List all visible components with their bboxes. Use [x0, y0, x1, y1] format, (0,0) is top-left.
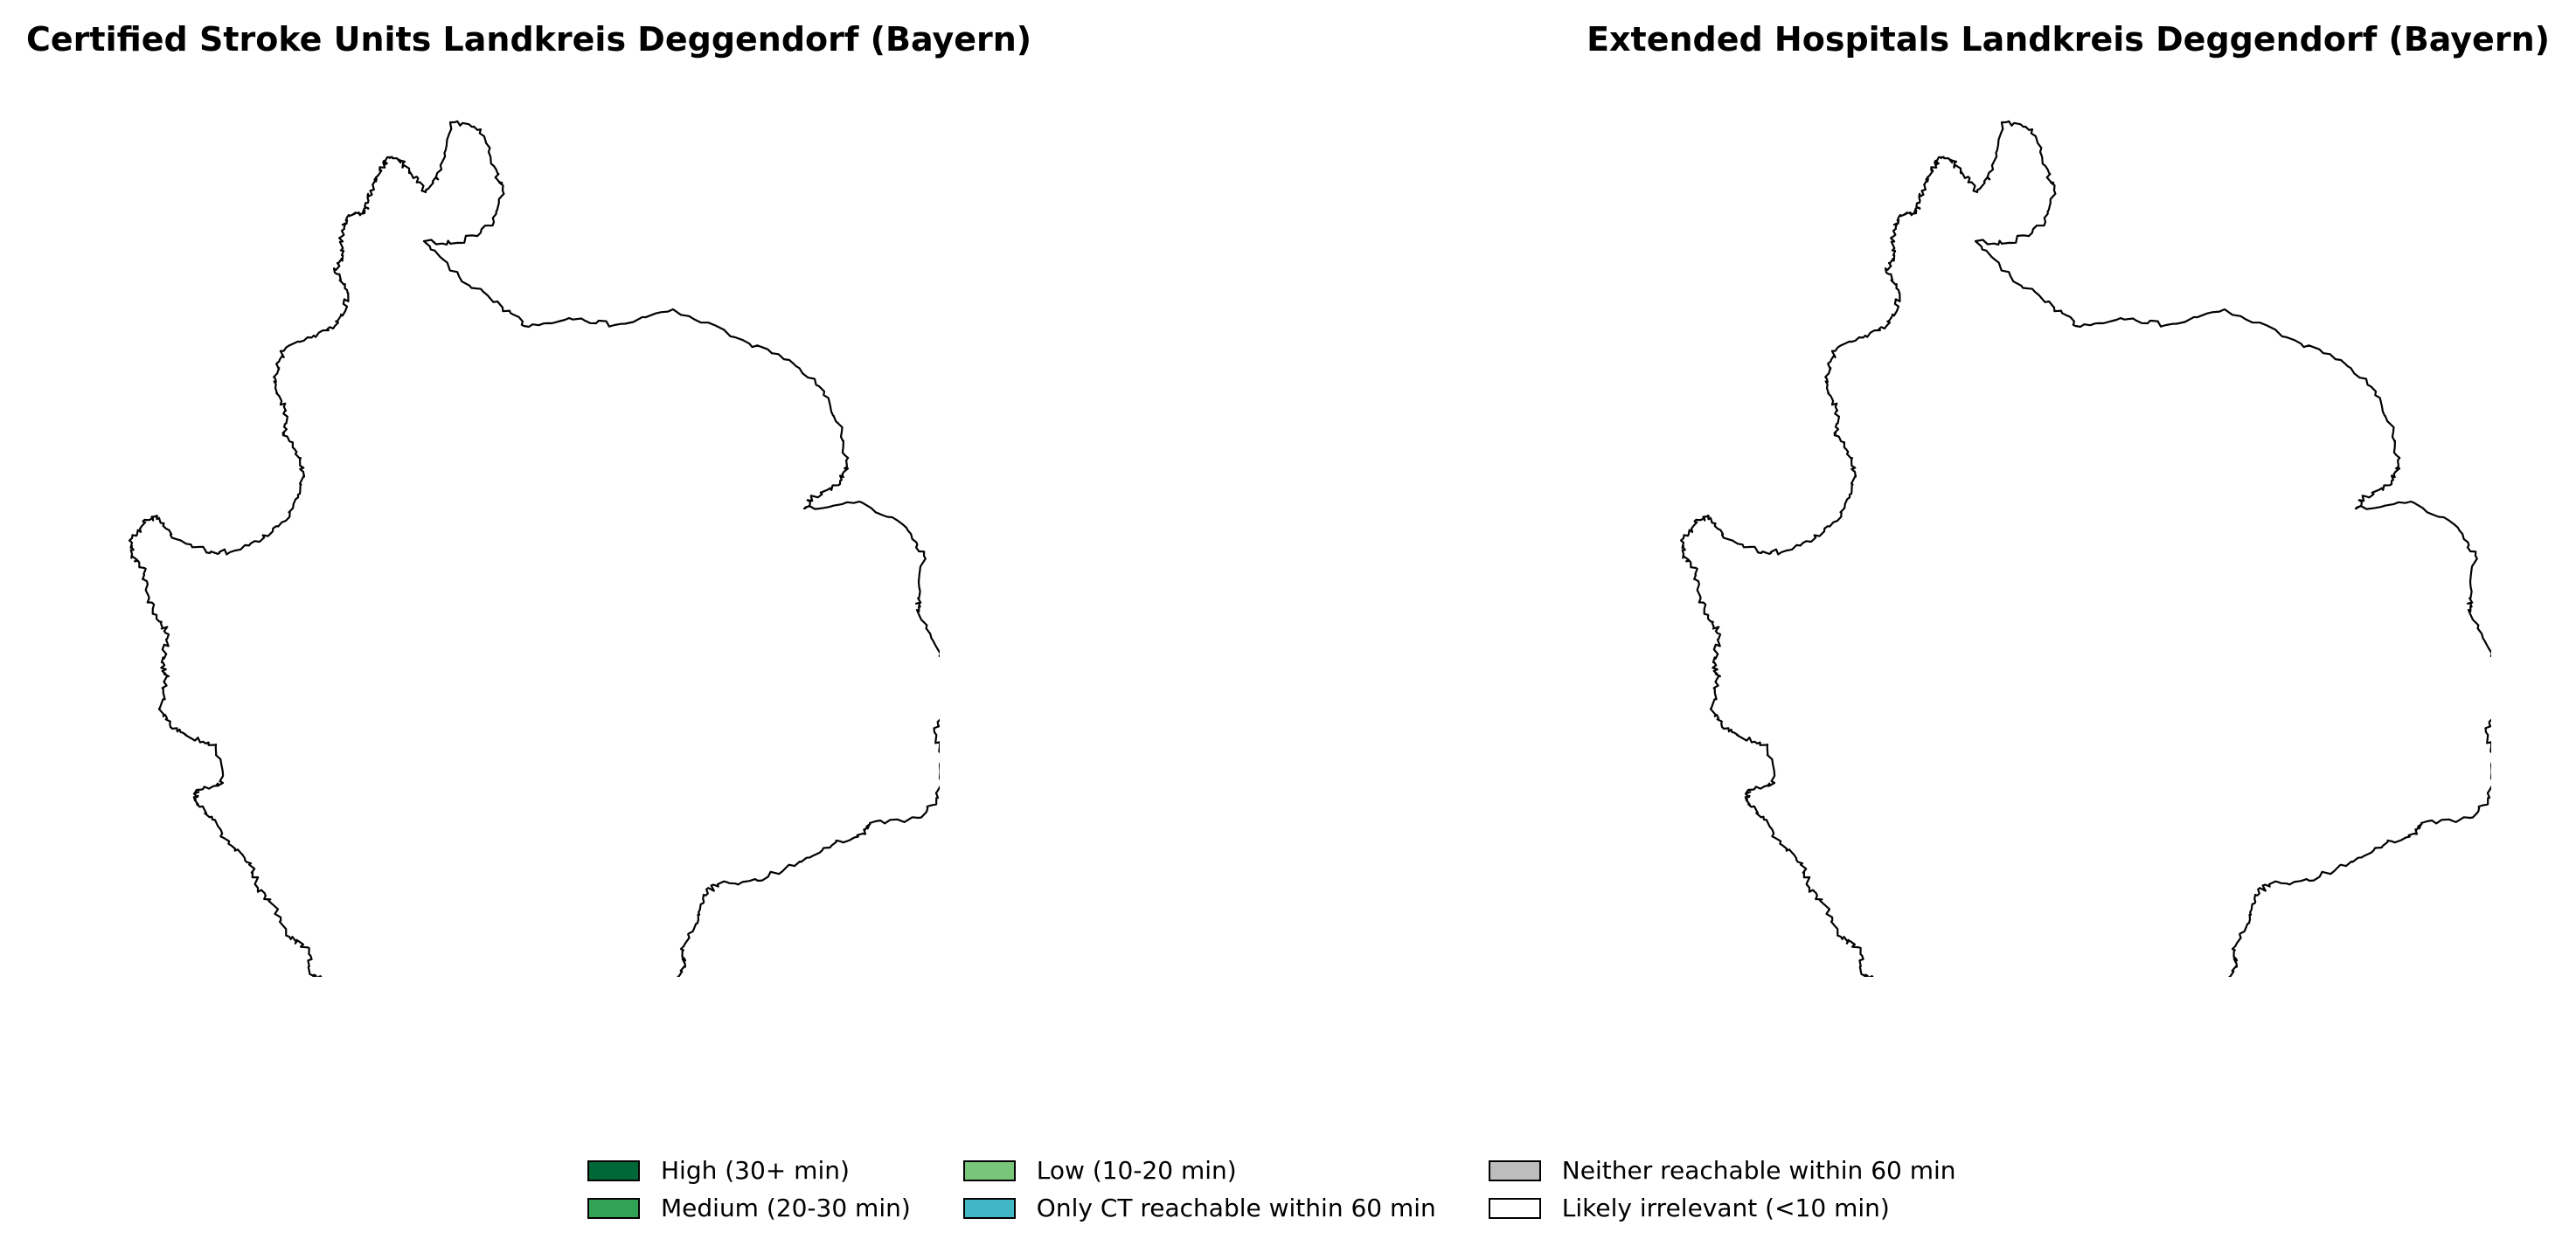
- map-legend: High (30+ min) Medium (20-30 min) Low (1…: [587, 1152, 1956, 1227]
- legend-column: High (30+ min) Medium (20-30 min): [587, 1152, 911, 1227]
- district-map-extended-hospitals: [1680, 120, 2491, 977]
- legend-label-only-ct: Only CT reachable within 60 min: [1036, 1194, 1436, 1222]
- legend-label-neither: Neither reachable within 60 min: [1561, 1156, 1956, 1185]
- legend-swatch-low: [962, 1159, 1016, 1181]
- legend-swatch-only-ct: [962, 1197, 1016, 1219]
- legend-swatch-high: [587, 1159, 640, 1181]
- map-title-certified-stroke-units: Certified Stroke Units Landkreis Deggend…: [26, 20, 1032, 59]
- legend-label-low: Low (10-20 min): [1036, 1156, 1237, 1185]
- map-title-extended-hospitals: Extended Hospitals Landkreis Deggendorf …: [1587, 20, 2550, 59]
- legend-item-likely-irrelevant: Likely irrelevant (<10 min): [1488, 1189, 1956, 1227]
- legend-label-medium: Medium (20-30 min): [661, 1194, 911, 1222]
- legend-column: Neither reachable within 60 min Likely i…: [1488, 1152, 1956, 1227]
- district-boundary-deggendorf: [1680, 120, 2491, 977]
- legend-column: Low (10-20 min) Only CT reachable within…: [962, 1152, 1436, 1227]
- legend-swatch-medium: [587, 1197, 640, 1219]
- legend-label-high: High (30+ min): [661, 1156, 850, 1185]
- legend-item-neither: Neither reachable within 60 min: [1488, 1152, 1956, 1189]
- district-boundary-deggendorf: [128, 120, 940, 977]
- district-map-certified-stroke-units: [128, 120, 940, 977]
- legend-swatch-likely-irrelevant: [1488, 1197, 1541, 1219]
- legend-item-low: Low (10-20 min): [962, 1152, 1436, 1189]
- legend-item-medium: Medium (20-30 min): [587, 1189, 911, 1227]
- legend-item-only-ct: Only CT reachable within 60 min: [962, 1189, 1436, 1227]
- legend-swatch-neither: [1488, 1159, 1541, 1181]
- legend-item-high: High (30+ min): [587, 1152, 911, 1189]
- legend-label-likely-irrelevant: Likely irrelevant (<10 min): [1561, 1194, 1890, 1222]
